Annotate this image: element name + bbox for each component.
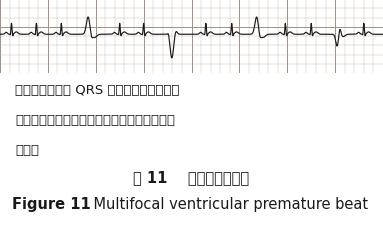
Text: 注：室性早搏的 QRS 波形态不一，同一导: 注：室性早搏的 QRS 波形态不一，同一导 bbox=[15, 84, 180, 97]
Text: Figure 11: Figure 11 bbox=[12, 196, 91, 211]
Text: Multifocal ventricular premature beat: Multifocal ventricular premature beat bbox=[75, 196, 368, 211]
Text: 不相等: 不相等 bbox=[15, 143, 39, 156]
Text: 图 11    多源性室性早搏: 图 11 多源性室性早搏 bbox=[133, 169, 249, 184]
Text: 联上至少有两种以上的形态，且联律间期也互: 联上至少有两种以上的形态，且联律间期也互 bbox=[15, 114, 175, 127]
